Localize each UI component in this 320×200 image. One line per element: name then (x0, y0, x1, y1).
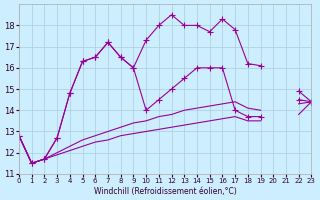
X-axis label: Windchill (Refroidissement éolien,°C): Windchill (Refroidissement éolien,°C) (94, 187, 236, 196)
